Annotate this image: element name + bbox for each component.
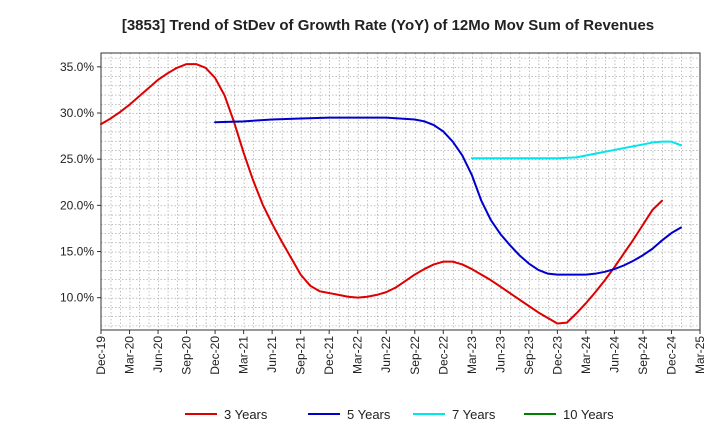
x-tick-label: Jun-21 bbox=[265, 336, 279, 373]
legend-label-10-years: 10 Years bbox=[563, 407, 614, 422]
x-tick-label: Jun-23 bbox=[493, 336, 507, 373]
x-tick-label: Dec-19 bbox=[94, 336, 108, 375]
y-tick-label: 30.0% bbox=[60, 106, 94, 120]
x-tick-label: Sep-24 bbox=[636, 336, 650, 375]
x-tick-label: Mar-21 bbox=[237, 336, 251, 374]
x-tick-label: Jun-24 bbox=[607, 336, 621, 373]
grid bbox=[101, 53, 700, 330]
x-tick-label: Jun-22 bbox=[379, 336, 393, 373]
x-tick-label: Dec-22 bbox=[436, 336, 450, 375]
x-tick-label: Mar-20 bbox=[123, 336, 137, 374]
y-tick-label: 10.0% bbox=[60, 291, 94, 305]
x-tick-label: Sep-22 bbox=[408, 336, 422, 375]
legend: 3 Years 5 Years 7 Years 10 Years bbox=[185, 407, 614, 422]
legend-label-7-years: 7 Years bbox=[452, 407, 496, 422]
x-tick-label: Sep-20 bbox=[180, 336, 194, 375]
x-tick-label: Mar-23 bbox=[465, 336, 479, 374]
y-tick-label: 35.0% bbox=[60, 60, 94, 74]
x-tick-label: Dec-24 bbox=[664, 336, 678, 375]
x-tick-label: Mar-22 bbox=[351, 336, 365, 374]
y-tick-label: 20.0% bbox=[60, 198, 94, 212]
legend-label-5-years: 5 Years bbox=[347, 407, 391, 422]
series-line-5-years bbox=[214, 116, 682, 276]
chart-title: [3853] Trend of StDev of Growth Rate (Yo… bbox=[122, 17, 654, 34]
plot-area bbox=[101, 53, 700, 330]
axes: 10.0% 15.0% 20.0% 25.0% 30.0% 35.0% Dec-19 Mar-… bbox=[60, 60, 707, 375]
plot-border bbox=[100, 52, 701, 331]
legend-label-3-years: 3 Years bbox=[224, 407, 268, 422]
x-tick-label: Sep-23 bbox=[522, 336, 536, 375]
x-tick-label: Dec-20 bbox=[208, 336, 222, 375]
series-line-3-years bbox=[100, 63, 663, 325]
x-tick-label: Dec-23 bbox=[550, 336, 564, 375]
series-line-7-years bbox=[470, 140, 682, 160]
y-tick-label: 15.0% bbox=[60, 245, 94, 259]
x-tick-label: Sep-21 bbox=[294, 336, 308, 375]
x-tick-label: Dec-21 bbox=[322, 336, 336, 375]
series-layer bbox=[100, 63, 682, 325]
x-tick-label: Mar-24 bbox=[579, 336, 593, 374]
y-tick-label: 25.0% bbox=[60, 152, 94, 166]
x-tick-label: Jun-20 bbox=[151, 336, 165, 373]
x-tick-label: Mar-25 bbox=[693, 336, 707, 374]
